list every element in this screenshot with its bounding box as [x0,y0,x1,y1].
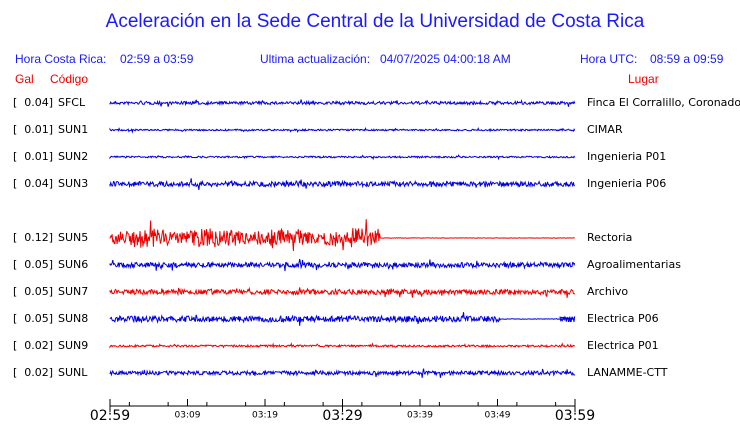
station-code: SUN3 [58,177,88,190]
station-code: SUN8 [58,312,88,325]
station-place: Archivo [587,285,628,298]
gal-value: [ 0.04] [13,177,53,190]
major-time-label: 03:59 [555,408,595,423]
waveform [109,99,576,107]
gal-value: [ 0.02] [13,366,53,379]
station-code: SFCL [58,96,86,109]
waveform [109,342,576,349]
station-place: Ingenieria P01 [587,150,666,163]
gal-value: [ 0.05] [13,285,53,298]
gal-value: [ 0.05] [13,312,53,325]
gal-value: [ 0.12] [13,231,53,244]
waveform [109,126,576,134]
gal-value: [ 0.05] [13,258,53,271]
station-place: CIMAR [587,123,623,136]
waveform [109,312,576,326]
minor-time-label: 03:19 [252,411,278,421]
station-place: LANAMME-CTT [587,366,668,379]
waveform [109,368,576,378]
waveform [109,154,576,161]
station-place: Electrica P06 [587,312,659,325]
station-code: SUN9 [58,339,88,352]
minor-time-label: 03:39 [407,411,433,421]
utc-label: Hora UTC: [580,52,637,66]
gal-value: [ 0.01] [13,123,53,136]
station-place: Agroalimentarias [587,258,681,271]
local-label: Hora Costa Rica: [15,52,106,66]
waveform [109,178,575,190]
station-code: SUN7 [58,285,88,298]
station-place: Finca El Corralillo, Coronado [587,96,740,109]
update-label: Ultima actualización: [260,52,370,66]
gal-header: Gal [15,72,34,86]
update-time: 04/07/2025 04:00:18 AM [380,52,511,66]
gal-value: [ 0.04] [13,96,53,109]
utc-range: 08:59 a 09:59 [650,52,724,66]
major-time-label: 02:59 [90,408,130,423]
station-code: SUN5 [58,231,88,244]
major-time-label: 03:29 [322,408,362,423]
local-range: 02:59 a 03:59 [120,52,194,66]
station-place: Electrica P01 [587,339,659,352]
gal-value: [ 0.02] [13,339,53,352]
waveform [109,286,576,298]
minor-time-label: 03:49 [485,411,511,421]
gal-value: [ 0.01] [13,150,53,163]
place-header: Lugar [628,72,659,86]
code-header: Código [50,72,88,86]
station-place: Ingenieria P06 [587,177,666,190]
station-place: Rectoria [587,231,632,244]
minor-time-label: 03:09 [175,411,201,421]
waveform [109,259,576,272]
station-code: SUN6 [58,258,88,271]
station-code: SUN1 [58,123,88,136]
title: Aceleración en la Sede Central de la Uni… [106,11,645,32]
station-code: SUN2 [58,150,88,163]
station-code: SUNL [58,366,88,379]
waveform [109,219,575,252]
